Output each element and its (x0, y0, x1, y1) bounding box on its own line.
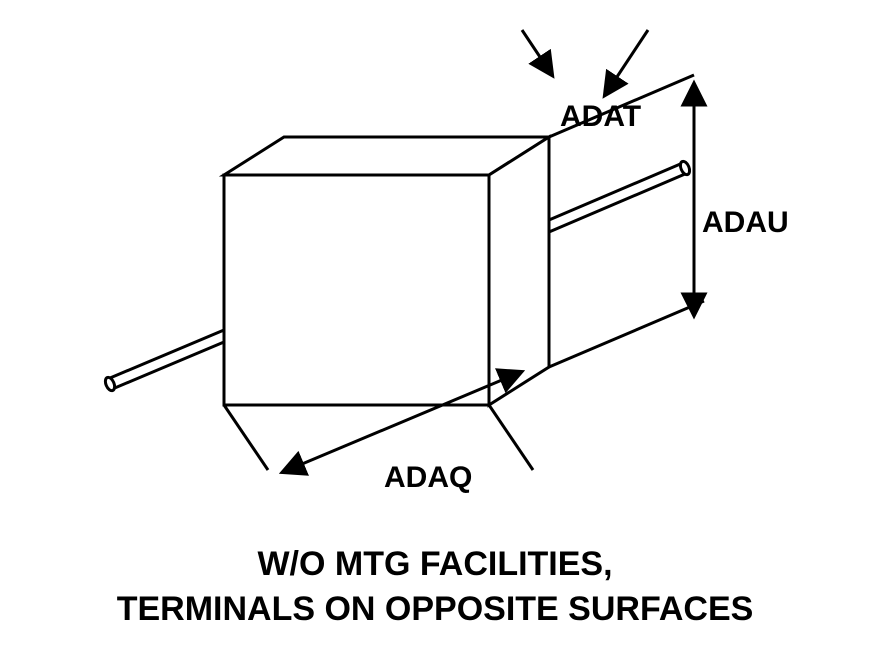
lead-left (104, 330, 224, 392)
adaq-extension-right (489, 405, 533, 470)
diagram-canvas: ADAT ADAU ADAQ W/O MTG FACILITIES, TERMI… (0, 0, 870, 660)
box-right-face (489, 137, 549, 405)
adaq-extension-left (224, 405, 268, 470)
adat-arrow-left (522, 30, 552, 75)
label-adau: ADAU (702, 206, 789, 240)
caption-line-2: TERMINALS ON OPPOSITE SURFACES (0, 590, 870, 629)
label-adaq: ADAQ (384, 461, 472, 495)
label-adat: ADAT (560, 100, 641, 134)
adau-extension-bottom (549, 301, 704, 367)
adat-arrow-right (605, 30, 648, 95)
box-front-face (224, 175, 489, 405)
lead-right (549, 160, 691, 232)
caption-line-1: W/O MTG FACILITIES, (0, 545, 870, 584)
